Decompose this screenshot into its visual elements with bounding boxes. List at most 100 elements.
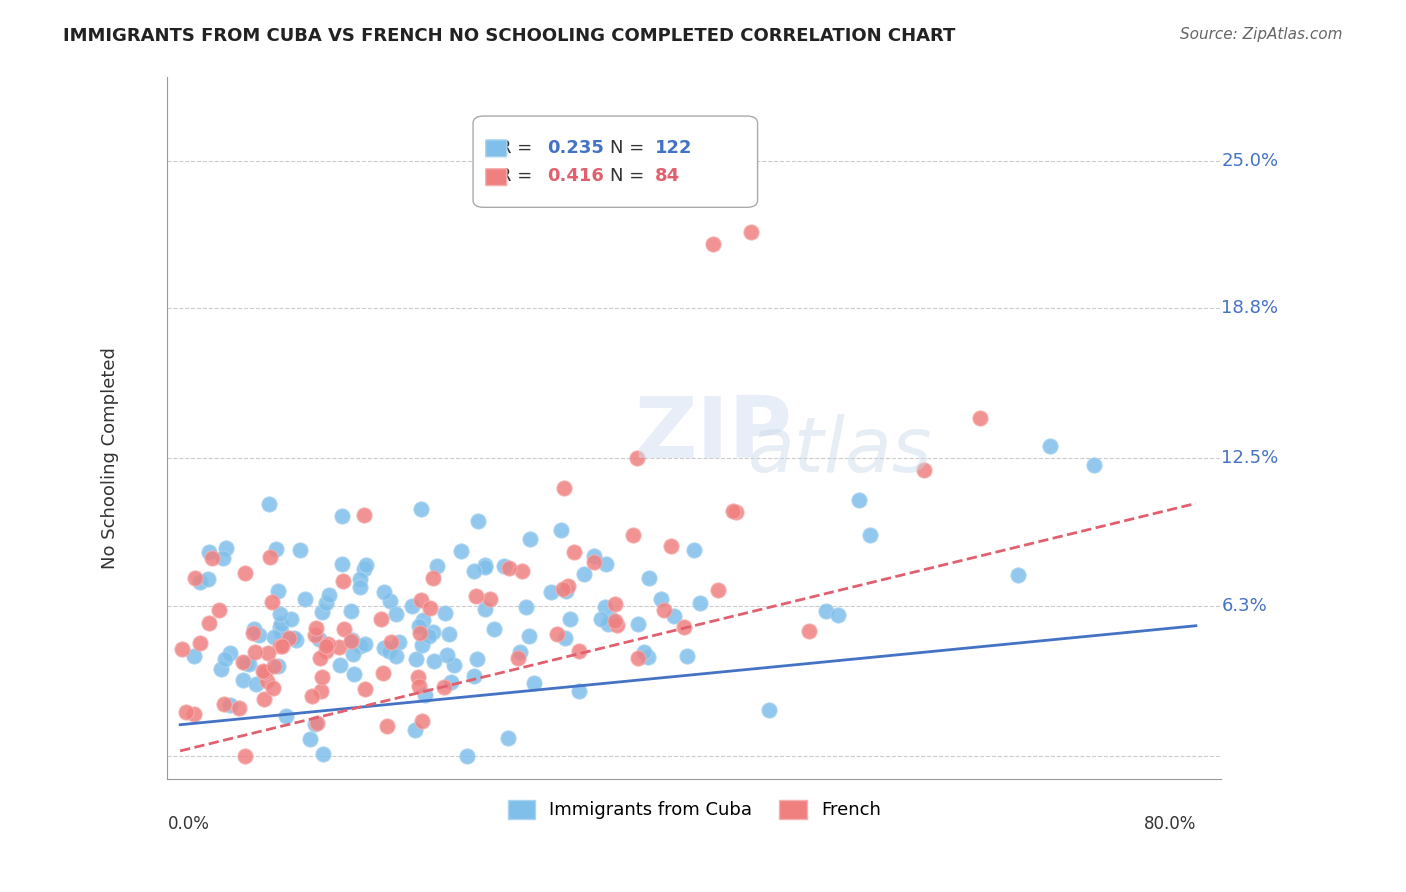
FancyBboxPatch shape bbox=[485, 140, 506, 157]
Point bbox=[623, 528, 645, 542]
Point bbox=[373, 665, 395, 680]
Point bbox=[465, 652, 488, 666]
Point bbox=[411, 638, 433, 652]
Point bbox=[912, 463, 935, 477]
Point bbox=[554, 632, 576, 646]
Point bbox=[238, 657, 260, 671]
Point bbox=[740, 225, 762, 239]
Text: R =: R = bbox=[499, 138, 538, 157]
Point bbox=[235, 748, 257, 763]
Point bbox=[253, 691, 276, 706]
Point bbox=[183, 707, 205, 722]
Text: 18.8%: 18.8% bbox=[1222, 300, 1278, 318]
Point bbox=[219, 646, 242, 660]
Point bbox=[215, 541, 238, 555]
Point bbox=[401, 599, 423, 613]
Point bbox=[553, 481, 575, 495]
Point bbox=[583, 555, 606, 569]
Point bbox=[354, 558, 377, 573]
Point bbox=[638, 571, 661, 585]
Text: IMMIGRANTS FROM CUBA VS FRENCH NO SCHOOLING COMPLETED CORRELATION CHART: IMMIGRANTS FROM CUBA VS FRENCH NO SCHOOL… bbox=[63, 27, 956, 45]
Point bbox=[411, 714, 433, 729]
Point bbox=[309, 651, 332, 665]
Point bbox=[269, 620, 291, 634]
Point bbox=[1083, 458, 1105, 473]
FancyBboxPatch shape bbox=[485, 169, 506, 186]
FancyBboxPatch shape bbox=[472, 116, 758, 207]
Point bbox=[598, 617, 620, 632]
Point bbox=[682, 543, 704, 558]
Point bbox=[492, 558, 515, 573]
Point bbox=[243, 622, 266, 636]
Point bbox=[443, 658, 465, 673]
Text: 84: 84 bbox=[655, 167, 681, 185]
Point bbox=[373, 641, 395, 656]
Point bbox=[305, 621, 328, 635]
Point bbox=[252, 665, 274, 679]
Point bbox=[419, 601, 441, 615]
Point bbox=[243, 645, 266, 659]
Point bbox=[523, 676, 546, 690]
Point bbox=[280, 612, 302, 626]
Point bbox=[315, 639, 337, 653]
Point bbox=[198, 616, 221, 631]
Point bbox=[247, 627, 270, 641]
Point bbox=[269, 639, 291, 653]
Text: 6.3%: 6.3% bbox=[1222, 597, 1267, 615]
Point bbox=[702, 237, 724, 252]
Point bbox=[848, 492, 870, 507]
Point bbox=[233, 566, 256, 580]
Point bbox=[408, 619, 430, 633]
Point bbox=[474, 601, 496, 615]
Point bbox=[519, 532, 541, 546]
Legend: Immigrants from Cuba, French: Immigrants from Cuba, French bbox=[501, 793, 889, 827]
Point bbox=[553, 582, 575, 596]
Point bbox=[409, 626, 432, 640]
Point bbox=[373, 585, 395, 599]
Point bbox=[209, 662, 232, 676]
Point bbox=[274, 709, 297, 723]
Point bbox=[456, 748, 478, 763]
Point bbox=[257, 646, 280, 660]
Point bbox=[797, 624, 820, 638]
Point bbox=[969, 410, 991, 425]
Point bbox=[413, 689, 436, 703]
Point bbox=[245, 676, 267, 690]
Point bbox=[270, 617, 292, 632]
Point bbox=[170, 642, 193, 657]
Point bbox=[270, 639, 292, 653]
Point bbox=[606, 618, 628, 632]
Point bbox=[259, 550, 281, 565]
Point bbox=[304, 716, 326, 731]
Point bbox=[474, 560, 496, 574]
Point bbox=[212, 697, 235, 711]
Point bbox=[422, 571, 444, 585]
Point bbox=[506, 650, 529, 665]
Point bbox=[228, 701, 250, 715]
Point bbox=[318, 589, 340, 603]
Point bbox=[450, 543, 472, 558]
Point bbox=[595, 557, 617, 571]
Point bbox=[574, 567, 596, 582]
Point bbox=[354, 681, 377, 696]
Point bbox=[626, 451, 648, 466]
Point bbox=[555, 584, 578, 599]
Point bbox=[1007, 568, 1029, 582]
Point bbox=[311, 671, 333, 685]
Point bbox=[309, 684, 332, 698]
Text: 0.416: 0.416 bbox=[547, 167, 603, 185]
Point bbox=[652, 602, 675, 616]
Point bbox=[758, 703, 780, 717]
Point bbox=[242, 626, 264, 640]
Point bbox=[315, 643, 337, 657]
Text: 122: 122 bbox=[655, 138, 693, 157]
Point bbox=[278, 632, 301, 646]
Point bbox=[269, 607, 291, 622]
Point bbox=[498, 560, 520, 574]
Point bbox=[266, 584, 288, 599]
Point bbox=[267, 659, 290, 673]
Point bbox=[174, 705, 197, 719]
Point bbox=[627, 617, 650, 632]
Point bbox=[256, 673, 278, 688]
Point bbox=[183, 648, 205, 663]
